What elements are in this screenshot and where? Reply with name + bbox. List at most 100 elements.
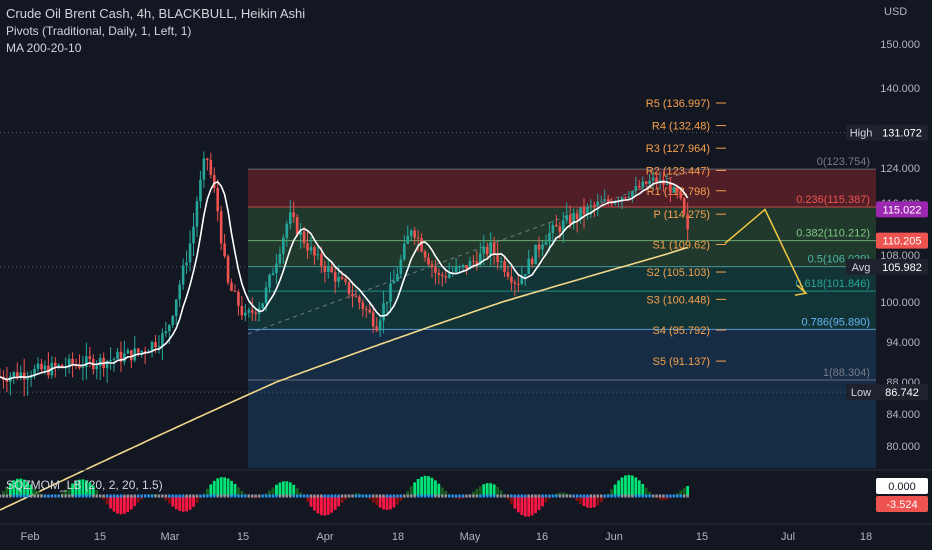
pivot-label: S2 (105.103) [646,267,710,279]
squeeze-dot [679,494,682,498]
candle-body [354,296,358,298]
momentum-bar [637,480,641,496]
candle-body [19,372,23,378]
momentum-bar [205,488,209,496]
candle-body [78,365,81,368]
squeeze-dot [327,494,330,498]
x-tick-label: 15 [237,531,249,543]
momentum-bar [5,486,9,496]
squeeze-dot [620,494,624,498]
momentum-bar [237,487,240,496]
candle-body [655,177,658,183]
squeeze-dot [299,494,302,498]
momentum-bar [219,477,223,496]
momentum-bar [420,476,423,496]
squeeze-dot [672,494,676,498]
candle-body [472,260,475,262]
squeeze-dot [285,494,289,498]
candle-body [434,267,437,273]
squeeze-dot [209,494,212,498]
momentum-bar [309,496,313,507]
squeeze-dot [275,494,278,498]
candle-body [686,213,689,230]
squeeze-dot [206,494,209,498]
price-label: 86.742 [885,387,919,399]
squeeze-dot [361,494,365,498]
momentum-bar [392,496,396,508]
momentum-bar [74,481,78,496]
candle-body [530,258,534,265]
candle-body [603,199,607,202]
fib-label: 0.236(115.387) [796,194,870,206]
squeeze-dot [247,494,251,498]
momentum-bar [475,488,479,496]
squeeze-dot [624,494,627,498]
price-label-bg [876,258,928,275]
momentum-label: 0.000 [888,481,916,493]
candle-body [589,205,593,207]
squeeze-dot [579,494,582,498]
squeeze-dot [109,494,112,498]
x-tick-label: Jun [605,531,623,543]
squeeze-dot [613,494,617,498]
squeeze-dot [638,494,641,498]
squeeze-dot [164,494,168,498]
candle-body [575,213,579,220]
candle-body [53,362,57,367]
momentum-bar [67,486,71,496]
candle-body [558,226,562,232]
pivot-label: S4 (95.792) [653,325,710,337]
pivot-label: S1 (109.62) [653,239,710,251]
squeeze-dot [19,494,22,498]
squeeze-dot [392,494,396,498]
squeeze-dot [430,494,434,498]
candle-body [36,363,40,369]
squeeze-dot [178,494,181,498]
squeeze-dot [105,494,109,498]
momentum-bar [330,496,334,513]
candle-body [669,183,672,193]
squeeze-dot [330,494,333,498]
candle-body [261,303,264,309]
candle-body [295,217,299,235]
squeeze-dot [323,494,327,498]
squeeze-dot [423,494,427,498]
momentum-bar [537,496,541,510]
momentum-bar [586,496,589,508]
squeeze-dot [295,494,299,498]
momentum-bar [188,496,192,510]
momentum-bar [119,496,123,515]
momentum-bar [129,496,133,510]
candle-body [637,186,641,188]
squeeze-dot [517,494,520,498]
squeeze-dot [157,494,161,498]
squeeze-dot [337,494,340,498]
fib-label: 1(88.304) [823,367,870,379]
squeeze-dot [188,494,192,498]
fib-label: 0(123.754) [817,156,870,168]
squeeze-dot [461,494,465,498]
candle-body [403,243,406,260]
candle-body [548,232,551,242]
momentum-bar [185,496,189,512]
squeeze-dot [271,494,275,498]
squeeze-dot [441,494,444,498]
squeeze-dot [26,494,29,498]
fib-label: 0.786(95.890) [802,316,871,328]
squeeze-dot [78,494,81,498]
candle-body [116,351,119,359]
squeeze-dot [168,494,171,498]
momentum-bar [195,496,199,504]
momentum-bar [458,496,461,500]
momentum-indicator-label: SQZMOM_LB (20, 2, 20, 1.5) [6,478,163,492]
candle-body [423,251,427,258]
momentum-bar [26,481,30,496]
squeeze-dot [244,494,247,498]
momentum-bar [523,496,527,517]
candle-body [85,356,88,367]
squeeze-dot [472,494,475,498]
momentum-bar [84,480,88,496]
momentum-bar [271,487,275,496]
momentum-bar [268,490,271,496]
